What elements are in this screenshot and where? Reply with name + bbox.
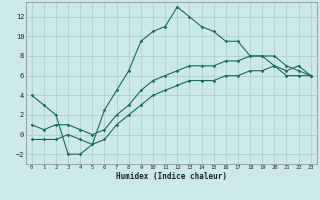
X-axis label: Humidex (Indice chaleur): Humidex (Indice chaleur) — [116, 172, 227, 181]
